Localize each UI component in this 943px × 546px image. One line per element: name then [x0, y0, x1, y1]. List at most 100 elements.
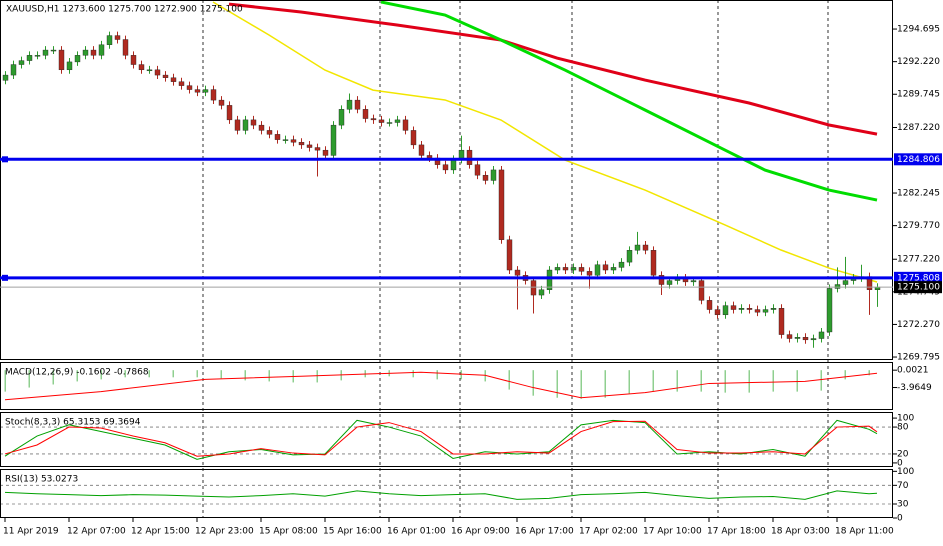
- x-tick-label: 12 Apr 23:00: [195, 527, 254, 537]
- candle-body: [570, 267, 577, 271]
- x-tick-label: 16 Apr 01:00: [387, 527, 446, 537]
- candle-body: [786, 334, 793, 339]
- macd-bar: [124, 370, 126, 378]
- macd-bar: [4, 370, 6, 392]
- panel-frame: [0, 469, 893, 518]
- macd-bar: [820, 370, 822, 391]
- x-tick-label: 11 Apr 2019: [3, 527, 59, 537]
- candle-body: [658, 275, 665, 285]
- candle-body: [610, 267, 617, 271]
- panel: [2, 0, 881, 518]
- candle-body: [650, 250, 657, 276]
- candle-body: [298, 142, 305, 146]
- candle-body: [402, 119, 409, 131]
- panel-frame: [0, 412, 893, 467]
- candle-body: [666, 280, 673, 285]
- candle-body: [98, 44, 105, 56]
- candle-body: [106, 35, 113, 45]
- level-label: 1284.806: [897, 155, 940, 165]
- y-tick-label: 1289.745: [897, 90, 940, 100]
- indicator-line: [212, 1, 878, 283]
- y-tick-label: 1282.245: [897, 189, 940, 199]
- candle-body: [546, 269, 553, 290]
- macd-bar: [100, 370, 102, 380]
- macd-bar: [28, 370, 30, 388]
- candle-body: [202, 89, 209, 93]
- panel: [4, 370, 878, 401]
- y-tick-label: 20: [897, 449, 909, 459]
- candle-body: [50, 49, 57, 52]
- candle-body: [154, 69, 161, 76]
- candle-body: [26, 55, 33, 61]
- macd-bar: [724, 370, 726, 393]
- candle-body: [578, 267, 585, 272]
- candle-body: [250, 119, 257, 126]
- level-label-box: [894, 153, 942, 166]
- x-tick-label: 12 Apr 15:00: [131, 527, 190, 537]
- macd-bar: [196, 370, 198, 378]
- y-tick-label: 0.0021: [897, 366, 929, 376]
- y-tick-label: 1277.220: [897, 255, 940, 265]
- candle-body: [802, 337, 809, 341]
- level-label-box: [894, 281, 942, 294]
- candle-body: [842, 280, 849, 285]
- macd-bar: [316, 370, 318, 383]
- candle-body: [74, 55, 81, 63]
- candle-body: [770, 308, 777, 310]
- candle-body: [618, 261, 625, 268]
- candle-body: [794, 337, 801, 339]
- candle-body: [18, 60, 25, 65]
- candle-body: [162, 74, 169, 78]
- macd-bar: [748, 370, 750, 393]
- macd-bar: [508, 370, 510, 390]
- level-label-box: [894, 271, 942, 284]
- candle-body: [690, 280, 697, 283]
- macd-bar: [628, 370, 630, 394]
- panel: [0, 484, 893, 505]
- candle-body: [722, 305, 729, 316]
- candle-body: [746, 308, 753, 310]
- candle-body: [810, 338, 817, 341]
- candle-body: [114, 35, 121, 40]
- candle-body: [482, 174, 489, 181]
- candle-body: [506, 239, 513, 271]
- macd-bar: [436, 370, 438, 380]
- x-tick-label: 17 Apr 18:00: [707, 527, 766, 537]
- candle-body: [266, 130, 273, 135]
- y-tick-label: 30: [897, 500, 909, 510]
- indicator-line: [4, 490, 878, 500]
- candle-body: [66, 61, 73, 71]
- x-tick-label: 17 Apr 02:00: [579, 527, 638, 537]
- candle-body: [634, 244, 641, 251]
- macd-bar: [700, 370, 702, 392]
- x-tick-label: 18 Apr 11:00: [835, 527, 894, 537]
- candle-body: [698, 280, 705, 301]
- candle-body: [234, 119, 241, 131]
- candle-body: [530, 280, 537, 296]
- indicator-title: MACD(12,26,9) -0.1602 -0.7868: [5, 368, 149, 378]
- candle-body: [706, 300, 713, 310]
- candle-body: [10, 64, 17, 76]
- y-tick-label: 80: [897, 423, 909, 433]
- candle-body: [818, 331, 825, 339]
- candle-body: [642, 244, 649, 251]
- macd-bar: [652, 370, 654, 392]
- indicator-line: [380, 0, 878, 202]
- candle-body: [738, 308, 745, 310]
- y-tick-label: 0: [897, 514, 903, 524]
- candle-body: [418, 144, 425, 156]
- x-tick-label: 18 Apr 03:00: [771, 527, 830, 537]
- candle-body: [274, 134, 281, 140]
- candle-body: [242, 119, 249, 131]
- macd-bar: [604, 370, 606, 398]
- candle-body: [538, 289, 545, 296]
- candle-body: [314, 147, 321, 151]
- candle-body: [554, 267, 561, 271]
- candle-body: [226, 105, 233, 121]
- candle-body: [282, 139, 289, 141]
- candle-body: [130, 55, 137, 65]
- chart-title: XAUUSD,H1 1273.600 1275.700 1272.900 127…: [6, 5, 243, 15]
- candle-body: [586, 271, 593, 276]
- macd-bar: [244, 370, 246, 381]
